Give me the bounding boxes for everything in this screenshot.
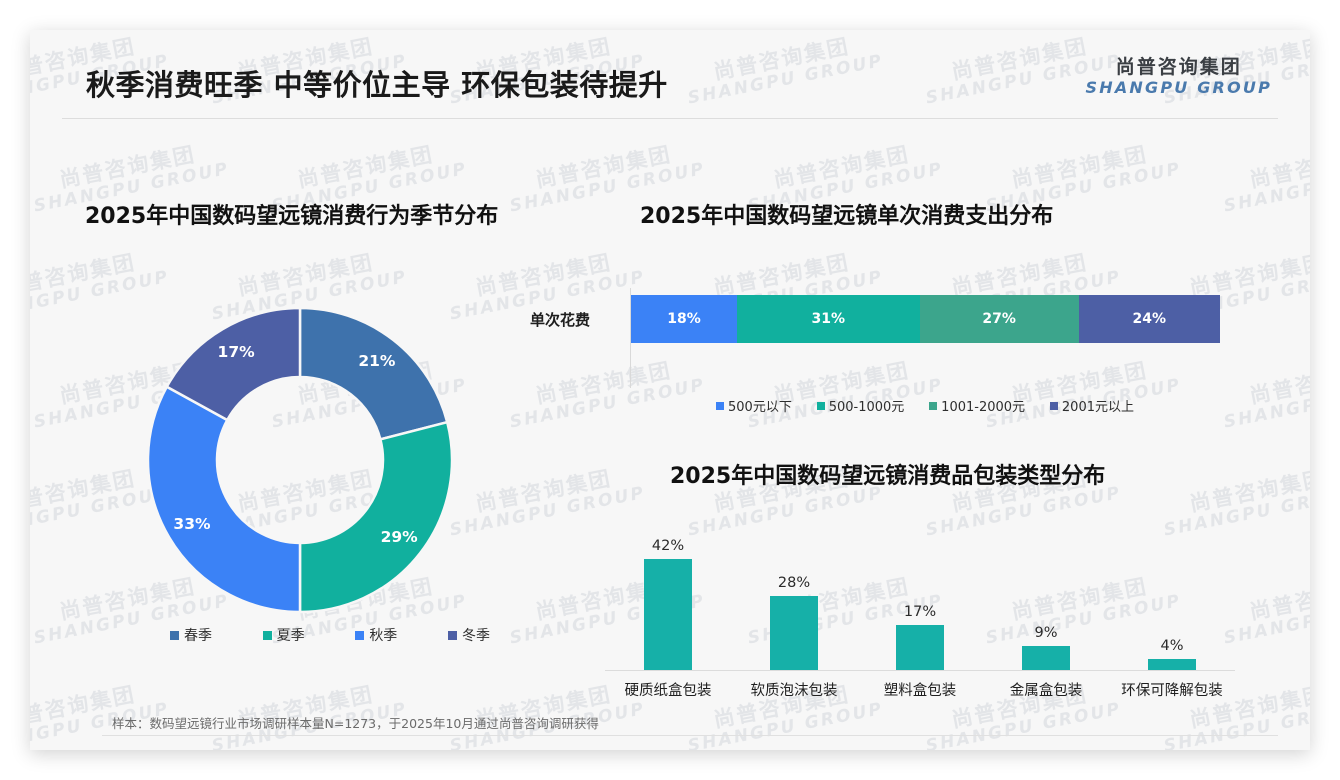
stacked-bar-track: 18% 31% 27% 24%: [631, 295, 1220, 343]
legend-item-label: 夏季: [276, 628, 305, 644]
column-bar[interactable]: [1022, 646, 1070, 670]
column-group: 28%: [731, 510, 857, 670]
column-category-label: 金属盒包装: [1009, 683, 1083, 699]
donut-chart-title: 2025年中国数码望远镜消费行为季节分布: [85, 204, 499, 229]
column-bar[interactable]: [770, 596, 818, 670]
logo-text-cn: 尚普咨询集团: [1115, 56, 1242, 78]
legend-item-label: 春季: [184, 628, 212, 644]
column-bar[interactable]: [1148, 659, 1196, 670]
column-category-label: 硬质纸盒包装: [624, 683, 712, 699]
column-category-label: 软质泡沫包装: [750, 683, 838, 699]
legend-swatch-icon: [816, 401, 825, 410]
column-value-label: 4%: [1160, 638, 1184, 655]
donut-slice-label: 17%: [218, 343, 256, 361]
column-value-label: 9%: [1034, 625, 1058, 642]
legend-item-label: 500-1000元: [828, 400, 905, 415]
stacked-bar-chart-title: 2025年中国数码望远镜单次消费支出分布: [640, 204, 1054, 229]
stacked-bar-segment[interactable]: 24%: [1078, 295, 1220, 343]
donut-chart: 21% 29% 33% 17%: [135, 295, 465, 625]
legend-item-label: 秋季: [369, 628, 398, 644]
stacked-bar-legend-item[interactable]: 1001-2000元: [929, 396, 1025, 415]
donut-slice[interactable]: [146, 385, 302, 614]
donut-legend-item[interactable]: 春季: [170, 625, 212, 645]
stacked-bar-segment[interactable]: 31%: [737, 295, 920, 343]
legend-swatch-icon: [716, 401, 724, 410]
column-group: 17%: [857, 510, 983, 670]
legend-swatch-icon: [929, 401, 938, 410]
stacked-bar-axis-line: [630, 288, 631, 388]
column-chart-category-axis: 硬质纸盒包装 软质泡沫包装 塑料盒包装 金属盒包装 环保可降解包装: [605, 679, 1235, 703]
column-value-label: 28%: [777, 575, 811, 592]
donut-slice[interactable]: [298, 420, 454, 614]
company-logo: 尚普咨询集团 SHANGPU GROUP: [1086, 57, 1272, 96]
donut-legend-item[interactable]: 冬季: [447, 625, 490, 645]
stacked-bar-legend-item[interactable]: 2001元以上: [1049, 396, 1134, 415]
column-category-label: 环保可降解包装: [1121, 683, 1223, 699]
column-chart-plot: 42% 28% 17% 9% 4%: [605, 510, 1235, 670]
column-category-label: 塑料盒包装: [883, 683, 957, 699]
column-value-label: 42%: [651, 538, 685, 555]
sample-note: 样本：数码望远镜行业市场调研样本量N=1273，于2025年10月通过尚普咨询调…: [112, 716, 599, 731]
column-bar[interactable]: [644, 559, 692, 670]
donut-slice-label: 21%: [358, 352, 396, 370]
stacked-bar-legend-item[interactable]: 500元以下: [716, 396, 792, 415]
slide-canvas: 尚普咨询集团 SHANGPU GROUP 尚普咨询集团 SHANGPU GROUP 尚普…: [30, 30, 1310, 750]
logo-text-en: SHANGPU GROUP: [1085, 77, 1272, 97]
legend-swatch-icon: [1049, 401, 1058, 410]
column-value-label: 17%: [903, 604, 937, 621]
page-title: 秋季消费旺季 中等价位主导 环保包装待提升: [86, 68, 668, 102]
donut-slice[interactable]: [298, 306, 449, 441]
donut-slice-label: 33%: [173, 515, 211, 533]
column-group: 4%: [1109, 510, 1235, 670]
stacked-bar-row-label: 单次花费: [530, 311, 591, 329]
legend-item-label: 500元以下: [728, 400, 792, 415]
header-divider: [62, 118, 1278, 119]
legend-swatch-icon: [355, 630, 365, 640]
donut-chart-svg: 21% 29% 33% 17%: [146, 306, 454, 614]
donut-legend-item[interactable]: 秋季: [355, 625, 397, 645]
donut-legend-item[interactable]: 夏季: [262, 625, 305, 645]
donut-slice[interactable]: [165, 306, 302, 422]
footer-website: www.shangpu-china.com: [1109, 748, 1265, 750]
column-bar[interactable]: [896, 625, 944, 670]
column-group: 42%: [605, 510, 731, 670]
footer-divider: [102, 735, 1278, 736]
legend-swatch-icon: [262, 630, 272, 640]
donut-chart-legend: 春季 夏季 秋季 冬季: [170, 625, 490, 645]
stacked-bar-segment[interactable]: 27%: [919, 295, 1079, 343]
donut-slice-label: 29%: [381, 528, 419, 546]
stacked-bar-legend: 500元以下 500-1000元 1001-2000元 2001元以上: [716, 396, 1134, 415]
column-group: 9%: [983, 510, 1109, 670]
legend-swatch-icon: [447, 630, 457, 640]
legend-item-label: 2001元以上: [1061, 400, 1134, 415]
legend-item-label: 1001-2000元: [941, 400, 1026, 415]
legend-swatch-icon: [170, 630, 179, 640]
stacked-bar-segment[interactable]: 18%: [631, 295, 738, 343]
legend-item-label: 冬季: [461, 628, 490, 644]
footer-copyright: ©2025.12 SHANGPU GROUP: [75, 748, 254, 750]
column-chart-baseline: [605, 670, 1235, 671]
stacked-bar-legend-item[interactable]: 500-1000元: [816, 396, 905, 415]
column-chart-title: 2025年中国数码望远镜消费品包装类型分布: [670, 464, 1106, 489]
slide-header: 秋季消费旺季 中等价位主导 环保包装待提升 尚普咨询集团 SHANGPU GRO…: [30, 30, 1310, 118]
